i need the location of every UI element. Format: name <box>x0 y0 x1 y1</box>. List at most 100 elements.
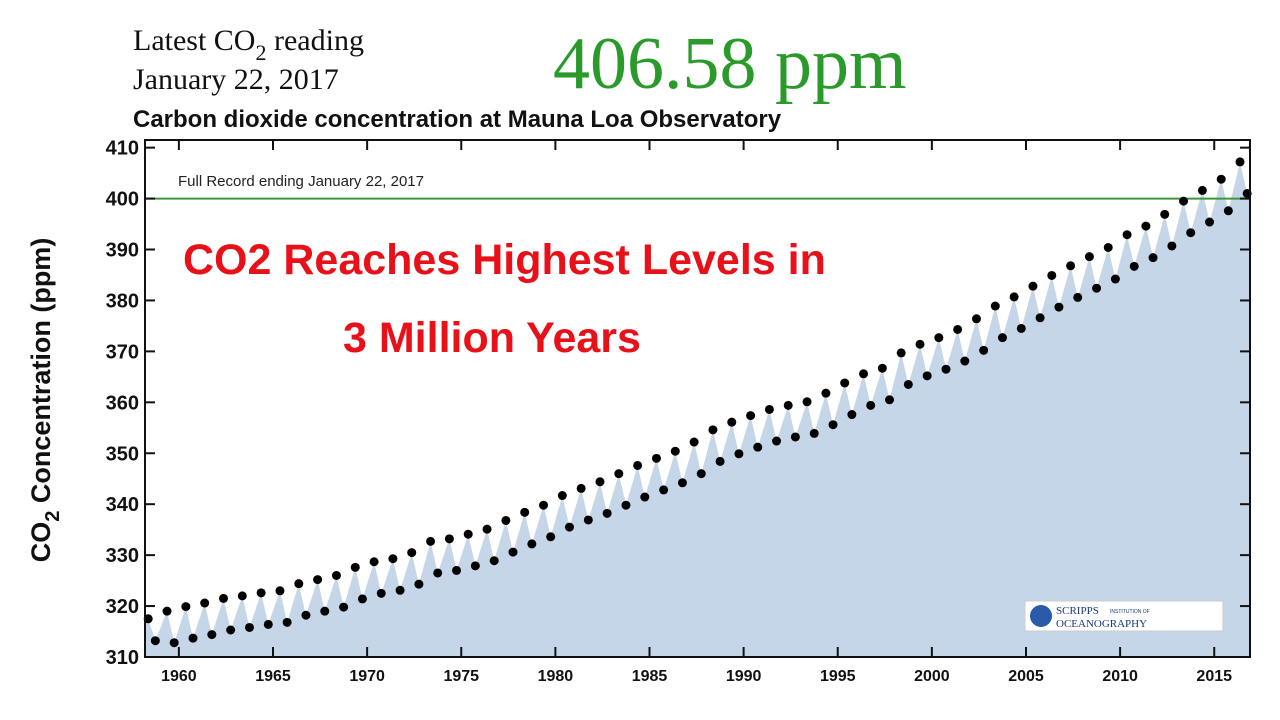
data-point <box>659 485 669 495</box>
data-point <box>188 633 198 643</box>
data-point <box>990 301 1000 311</box>
data-point <box>1054 302 1064 312</box>
data-point <box>877 363 887 373</box>
data-point <box>508 547 518 557</box>
data-point <box>350 562 360 572</box>
x-tick-label: 2000 <box>914 668 950 685</box>
area <box>145 161 1250 657</box>
data-point <box>444 534 454 544</box>
x-tick-label: 2015 <box>1196 668 1232 685</box>
data-point <box>1148 253 1158 263</box>
data-point <box>1103 242 1113 252</box>
data-point <box>896 348 906 358</box>
data-point <box>1186 228 1196 238</box>
data-point <box>583 515 593 525</box>
x-tick-label: 1960 <box>161 668 197 685</box>
data-point <box>915 339 925 349</box>
data-point <box>1235 157 1245 167</box>
data-point <box>1223 206 1233 216</box>
data-point <box>708 425 718 435</box>
y-tick-label: 390 <box>106 240 139 262</box>
data-point <box>772 436 782 446</box>
x-tick-label: 1965 <box>255 668 291 685</box>
data-point <box>621 500 631 510</box>
data-point <box>734 449 744 459</box>
data-point <box>489 556 499 566</box>
data-point <box>527 539 537 549</box>
data-point <box>169 638 179 648</box>
x-tick-label: 2010 <box>1102 668 1138 685</box>
y-tick-label: 360 <box>106 392 139 414</box>
logo-globe <box>1030 605 1052 627</box>
data-point <box>971 314 981 324</box>
data-point <box>1009 292 1019 302</box>
data-point <box>960 356 970 366</box>
data-point <box>294 579 304 589</box>
y-tick-label: 370 <box>106 341 139 363</box>
data-point <box>640 492 650 502</box>
logo-text: INSTITUTION OF <box>1110 609 1150 615</box>
data-point <box>301 610 311 620</box>
logo-box <box>1024 600 1224 632</box>
data-point <box>953 324 963 334</box>
data-point <box>1205 217 1215 227</box>
data-point <box>840 378 850 388</box>
data-point <box>614 469 624 479</box>
data-point <box>557 491 567 501</box>
data-point <box>602 508 612 518</box>
data-point <box>790 432 800 442</box>
y-axis-title-text: CO <box>26 522 56 563</box>
data-point <box>1073 292 1083 302</box>
logo-text: OCEANOGRAPHY <box>1056 618 1147 630</box>
data-point <box>828 420 838 430</box>
data-point <box>1122 230 1132 240</box>
data-point <box>256 588 266 598</box>
data-point <box>753 442 763 452</box>
header-text: reading <box>266 24 363 57</box>
data-point <box>207 630 217 640</box>
chart-title: Carbon dioxide concentration at Mauna Lo… <box>133 106 782 133</box>
data-point <box>200 598 210 608</box>
y-tick-label: 400 <box>106 189 139 211</box>
data-point <box>388 554 398 564</box>
data-point <box>783 400 793 410</box>
data-point <box>934 333 944 343</box>
x-tick-label: 2005 <box>1008 668 1044 685</box>
data-point <box>1084 252 1094 262</box>
data-point <box>809 428 819 438</box>
data-point <box>651 453 661 463</box>
x-tick-label: 1990 <box>726 668 762 685</box>
y-tick-label: 330 <box>106 545 139 567</box>
data-point <box>859 369 869 379</box>
header-subscript: 2 <box>255 40 266 65</box>
data-point <box>979 345 989 355</box>
data-point <box>244 622 254 632</box>
data-point <box>866 400 876 410</box>
y-tick-label: 340 <box>106 494 139 516</box>
data-point <box>414 579 424 589</box>
data-point <box>1197 185 1207 195</box>
data-point <box>181 602 191 612</box>
data-point <box>1028 281 1038 291</box>
x-tick-label: 1985 <box>632 668 668 685</box>
data-point <box>764 404 774 414</box>
y-tick-label: 310 <box>106 647 139 669</box>
data-point <box>885 395 895 405</box>
data-point <box>369 557 379 567</box>
headline: CO2 Reaches Highest Levels in <box>183 236 826 284</box>
plot-area: 310 320 330 340 350 360 370 380 390 400 410 1960 196… <box>106 138 1252 685</box>
y-axis-title-subscript: 2 <box>42 511 64 522</box>
data-point <box>1092 283 1102 293</box>
data-point <box>922 371 932 381</box>
header-date: January 22, 2017 <box>133 63 339 96</box>
latest-value: 406.58 ppm <box>553 23 907 105</box>
data-point <box>821 388 831 398</box>
x-tick-label: 1970 <box>349 668 385 685</box>
data-point <box>746 411 756 421</box>
data-point <box>903 379 913 389</box>
data-point <box>1167 241 1177 251</box>
data-point <box>997 333 1007 343</box>
y-tick-label: 320 <box>106 596 139 618</box>
